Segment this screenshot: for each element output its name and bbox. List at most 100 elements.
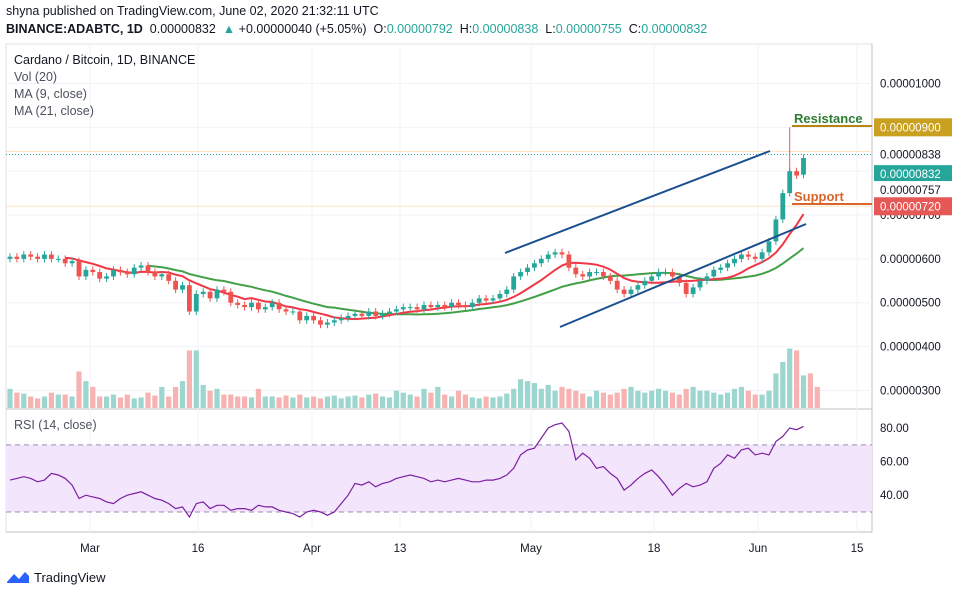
volume-bar <box>407 394 413 408</box>
candle-body <box>766 241 772 253</box>
volume-bar <box>635 390 641 408</box>
candle <box>697 277 703 291</box>
candle <box>642 277 648 289</box>
rsi-tick-label: 40.00 <box>880 490 909 502</box>
legend-ma21[interactable]: MA (21, close) <box>14 104 94 118</box>
chart-legend: Cardano / Bitcoin, 1D, BINANCE Vol (20) … <box>14 52 195 120</box>
volume-bar <box>35 398 41 408</box>
candle <box>545 250 551 263</box>
volume-bar <box>48 392 54 408</box>
candle-body <box>559 252 565 255</box>
volume-bar <box>393 390 399 408</box>
candle-body <box>497 293 503 299</box>
volume-bar <box>359 397 365 408</box>
candle <box>221 286 227 296</box>
candle-body <box>318 320 323 325</box>
candle-body <box>90 269 96 273</box>
candle <box>407 303 413 311</box>
legend-volume[interactable]: Vol (20) <box>14 70 58 84</box>
candle-body <box>414 307 420 310</box>
volume-bar <box>421 388 427 408</box>
candle <box>394 305 399 316</box>
candle-body <box>794 171 799 176</box>
volume-bar <box>21 393 27 408</box>
price-tick-label: 0.00000600 <box>880 254 941 266</box>
candle <box>476 294 482 307</box>
volume-bar <box>90 386 96 408</box>
candle-body <box>159 274 165 277</box>
candle <box>518 268 523 280</box>
last-price-tag-bg <box>874 165 952 184</box>
candle <box>338 314 344 324</box>
volume-bar <box>166 396 172 408</box>
volume-bar <box>214 388 220 408</box>
volume-bar <box>380 396 386 408</box>
volume-bar <box>566 388 572 408</box>
candle <box>752 253 758 263</box>
candle <box>173 277 178 294</box>
candle <box>732 255 737 267</box>
volume-bar <box>173 386 179 408</box>
candle <box>180 281 185 294</box>
publish-info: shyna published on TradingView.com, June… <box>6 4 379 18</box>
candle-body <box>200 291 206 294</box>
volume-bar <box>794 350 800 408</box>
volume-bar <box>76 371 82 408</box>
time-tick-label: Mar <box>80 543 100 555</box>
candle-body <box>456 302 461 305</box>
candle <box>118 266 123 276</box>
volume-bar <box>104 396 110 408</box>
candle <box>14 253 20 263</box>
candle <box>331 316 337 326</box>
rsi-legend[interactable]: RSI (14, close) <box>14 418 97 432</box>
volume-bar <box>469 397 475 408</box>
volume-bar <box>800 375 807 408</box>
volume-bar <box>331 395 337 408</box>
candle-body <box>14 256 20 259</box>
volume-bar <box>414 396 420 408</box>
volume-bar <box>731 388 738 408</box>
candle <box>187 281 192 316</box>
candle-body <box>428 304 434 308</box>
candle-body <box>421 304 427 310</box>
candle <box>207 288 213 302</box>
volume-bar <box>455 390 462 408</box>
price-tick-label: 0.00000500 <box>880 298 941 310</box>
candle-body <box>276 302 282 310</box>
volume-bar <box>649 390 655 408</box>
candle-body <box>780 193 786 220</box>
volume-bar <box>580 393 586 408</box>
time-tick-label: May <box>520 543 542 555</box>
candle-body <box>573 267 579 275</box>
symbol-label[interactable]: BINANCE:ADABTC, 1D <box>6 22 143 36</box>
candle <box>325 318 330 329</box>
volume-bar <box>766 390 772 408</box>
candle <box>621 286 627 298</box>
candle <box>780 189 786 223</box>
candle <box>152 268 158 280</box>
candle <box>111 266 116 280</box>
candle <box>538 255 544 267</box>
volume-bar <box>552 390 558 408</box>
volume-bar <box>476 398 482 408</box>
volume-bar <box>559 386 565 408</box>
candle <box>718 264 724 274</box>
volume-bar <box>304 397 310 408</box>
volume-bar <box>759 394 765 408</box>
candle <box>235 299 241 309</box>
candle <box>442 301 448 311</box>
candle <box>649 272 655 285</box>
volume-bar <box>669 392 675 408</box>
candle <box>304 312 310 324</box>
rsi-line <box>9 422 804 519</box>
footer-brand[interactable]: TradingView <box>6 569 106 585</box>
candle <box>711 266 717 280</box>
close-value: 0.00000832 <box>641 22 708 36</box>
candle <box>690 283 696 298</box>
candle-body <box>594 272 599 274</box>
candle <box>62 255 68 267</box>
candle <box>601 268 606 280</box>
legend-ma9[interactable]: MA (9, close) <box>14 87 87 101</box>
candle-body <box>242 304 247 308</box>
